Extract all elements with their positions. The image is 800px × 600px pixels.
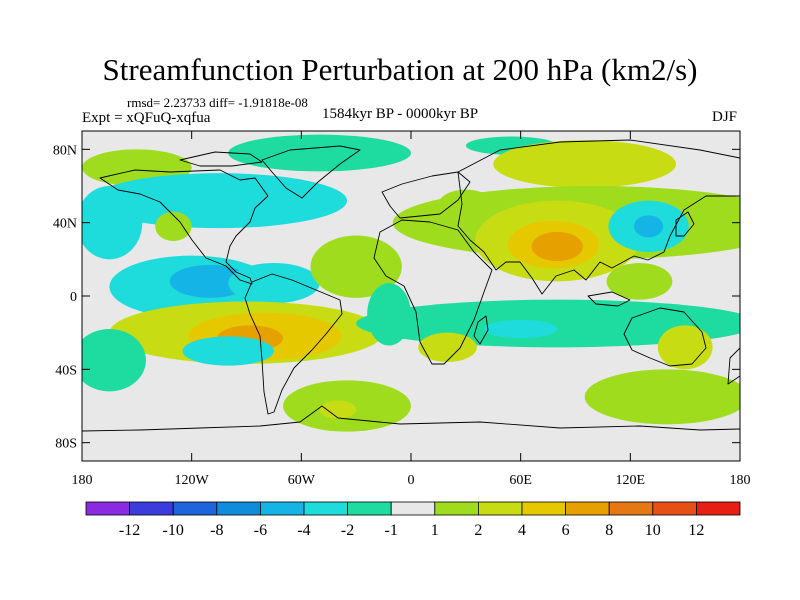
colorbar-label-13: 12 bbox=[688, 522, 704, 539]
contour-region-11 bbox=[310, 235, 402, 298]
colorbar-swatch-13 bbox=[652, 501, 697, 516]
colorbar-label-3: -6 bbox=[254, 522, 267, 539]
coastline-madagascar bbox=[473, 315, 489, 345]
x-tick-label-3: 0 bbox=[408, 473, 415, 488]
coastline-layer bbox=[82, 139, 740, 432]
colorbar-label-4: -4 bbox=[297, 522, 310, 539]
coastline-japan bbox=[675, 211, 695, 237]
coastline-arctic-islands bbox=[179, 151, 263, 167]
y-axis: 80N 40N 0 40S 80S bbox=[53, 143, 740, 452]
colorbar-swatch-14 bbox=[696, 501, 741, 516]
period-label: 1584kyr BP - 0000kyr BP bbox=[322, 106, 479, 122]
y-tick-label-3: 40S bbox=[55, 363, 77, 378]
coastline-new-zealand bbox=[727, 347, 740, 385]
contour-region-1 bbox=[228, 134, 411, 172]
colorbar-label-1: -10 bbox=[163, 522, 184, 539]
colorbar-swatch-3 bbox=[216, 501, 261, 516]
x-tick-label-1: 120W bbox=[175, 473, 210, 488]
coastline-north-america bbox=[99, 169, 269, 285]
y-tick-label-1: 40N bbox=[53, 217, 77, 232]
contour-region-22 bbox=[531, 231, 583, 262]
colorbar: -12 -10 -8 -6 -4 -2 -1 1 2 4 6 8 10 12 bbox=[85, 501, 741, 539]
colorbar-swatch-0 bbox=[85, 501, 130, 516]
x-tick-label-5: 120E bbox=[616, 473, 646, 488]
y-tick-label-0: 80N bbox=[53, 143, 77, 158]
contour-region-9 bbox=[169, 264, 251, 298]
colorbar-label-12: 10 bbox=[645, 522, 661, 539]
contour-region-18 bbox=[319, 400, 357, 419]
contour-region-25 bbox=[606, 263, 673, 300]
colorbar-label-5: -2 bbox=[341, 522, 354, 539]
colorbar-label-11: 8 bbox=[605, 522, 613, 539]
colorbar-swatch-8 bbox=[434, 501, 479, 516]
y-tick-label-2: 0 bbox=[70, 290, 77, 305]
colorbar-label-2: -8 bbox=[210, 522, 223, 539]
contour-region-3 bbox=[493, 140, 677, 188]
x-tick-label-2: 60W bbox=[288, 473, 316, 488]
colorbar-swatch-12 bbox=[608, 501, 654, 516]
contour-region-10 bbox=[228, 263, 320, 304]
x-tick-label-0: 180 bbox=[72, 473, 93, 488]
colorbar-swatch-6 bbox=[347, 501, 392, 516]
contour-region-24 bbox=[633, 215, 664, 238]
colorbar-label-9: 4 bbox=[518, 522, 526, 539]
y-tick-label-4: 80S bbox=[55, 437, 77, 452]
contour-region-28 bbox=[418, 332, 477, 363]
colorbar-label-0: -12 bbox=[119, 522, 140, 539]
coastline-southeast-asia-islands bbox=[587, 291, 631, 307]
contour-region-27 bbox=[484, 319, 558, 339]
colorbar-label-10: 6 bbox=[562, 522, 570, 539]
chart-title: Streamfunction Perturbation at 200 hPa (… bbox=[102, 52, 698, 87]
contour-region-15 bbox=[182, 336, 274, 366]
colorbar-label-6: -1 bbox=[385, 522, 398, 539]
coastline-asia bbox=[457, 139, 740, 295]
contour-region-31 bbox=[82, 329, 146, 392]
colorbar-swatch-11 bbox=[565, 501, 610, 516]
coastline-africa bbox=[373, 219, 493, 365]
coastline-europe bbox=[381, 171, 471, 219]
stats-subtitle: rmsd= 2.23733 diff= -1.91818e-08 bbox=[127, 95, 308, 110]
x-tick-label-6: 180 bbox=[730, 473, 751, 488]
coastline-antarctica bbox=[82, 405, 740, 432]
coastline-greenland bbox=[261, 145, 361, 199]
coastline-australia bbox=[623, 307, 707, 367]
colorbar-swatch-9 bbox=[477, 501, 523, 516]
contour-region-7 bbox=[155, 211, 192, 241]
coastline-south-america bbox=[244, 273, 343, 415]
x-tick-label-4: 60E bbox=[509, 473, 532, 488]
colorbar-label-7: 1 bbox=[431, 522, 439, 539]
colorbar-swatch-1 bbox=[129, 501, 174, 516]
contour-fill-layer bbox=[82, 134, 740, 432]
colorbar-swatch-10 bbox=[521, 501, 566, 516]
contour-region-5 bbox=[91, 173, 348, 229]
contour-region-6 bbox=[82, 186, 143, 260]
colorbar-swatch-7 bbox=[390, 501, 436, 516]
colorbar-swatch-4 bbox=[259, 501, 305, 516]
colorbar-label-8: 2 bbox=[474, 522, 482, 539]
colorbar-swatch-5 bbox=[303, 501, 348, 516]
experiment-label: Expt = xQFuQ-xqfua bbox=[82, 110, 211, 126]
x-axis: 180 120W 60W 0 60E 120E 180 bbox=[72, 131, 751, 488]
season-label: DJF bbox=[712, 109, 738, 125]
contour-region-30 bbox=[584, 369, 740, 425]
colorbar-swatch-2 bbox=[172, 501, 218, 516]
contour-region-29 bbox=[657, 325, 713, 370]
